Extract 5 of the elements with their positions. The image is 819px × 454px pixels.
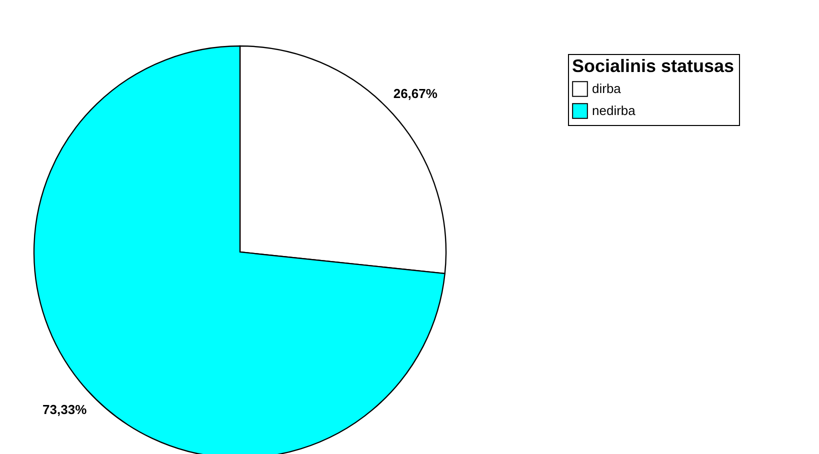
data-label: 73,33% [42,402,88,417]
data-label: 26,67% [393,86,438,102]
legend-label: nedirba [592,103,636,118]
legend-title: Socialinis statusas [572,56,734,76]
legend-label: dirba [592,81,622,96]
